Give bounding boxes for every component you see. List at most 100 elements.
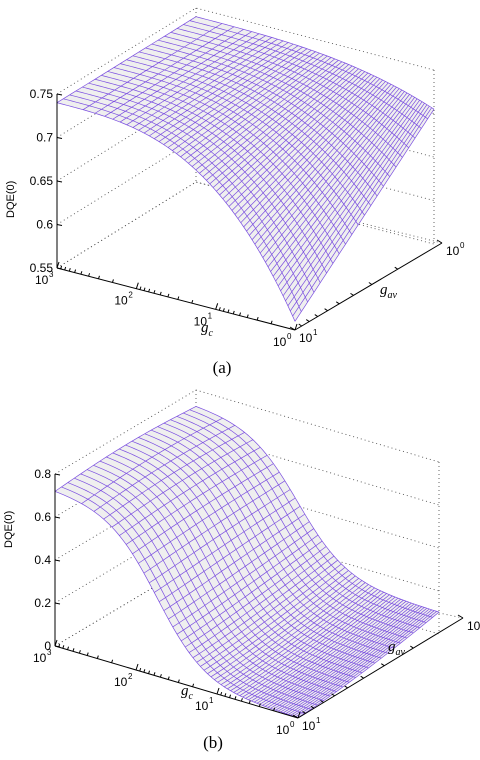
x-minor-tick bbox=[246, 314, 249, 318]
panel-a-z-ticks: 0.55 0.6 0.65 0.7 0.75 bbox=[30, 87, 63, 275]
surface-line bbox=[283, 607, 425, 714]
surface-line bbox=[176, 51, 316, 154]
y-minor-tick bbox=[331, 693, 335, 697]
surface-line bbox=[157, 426, 401, 644]
panel-b-z-axis-label: DQE(0) bbox=[3, 511, 15, 548]
y-axis-line bbox=[297, 617, 464, 719]
surface-line bbox=[180, 52, 320, 158]
surface-line bbox=[272, 603, 415, 710]
x-minor-tick bbox=[167, 676, 170, 680]
x-minor-tick bbox=[72, 648, 75, 652]
surface-line bbox=[280, 100, 420, 292]
y-minor-tick bbox=[350, 292, 354, 296]
x-minor-tick bbox=[98, 275, 100, 279]
x-minor-tick bbox=[224, 693, 227, 697]
z-tick-4 bbox=[54, 473, 61, 476]
x-tick-exp-1: 2 bbox=[128, 291, 133, 300]
x-tick-3 bbox=[297, 711, 301, 719]
surface-line bbox=[149, 42, 289, 137]
surface-line bbox=[176, 416, 420, 629]
surface-fill bbox=[57, 16, 434, 322]
surface-line bbox=[106, 456, 350, 683]
surface-line bbox=[272, 95, 413, 277]
surface-line bbox=[288, 608, 430, 715]
surface-line bbox=[242, 591, 384, 698]
surface-line bbox=[126, 35, 266, 126]
surface-line bbox=[189, 20, 428, 120]
x-tick-2 bbox=[215, 303, 219, 310]
surface-line bbox=[93, 464, 337, 692]
surface-line bbox=[158, 505, 301, 603]
x-minor-tick bbox=[240, 698, 243, 702]
x-tick-label-2: 10 bbox=[195, 699, 209, 713]
x-tick-exp-2: 1 bbox=[208, 311, 213, 320]
y-tick-0 bbox=[292, 714, 299, 719]
surface-line bbox=[191, 57, 332, 167]
x-tick-1 bbox=[135, 663, 139, 671]
surface-line bbox=[264, 600, 407, 707]
y-tick-1 bbox=[436, 239, 443, 244]
grid-floor-left bbox=[56, 181, 197, 269]
surface-line bbox=[192, 555, 335, 658]
y-tick-1 bbox=[457, 614, 464, 619]
y-tick-exp-0: 1 bbox=[316, 716, 321, 725]
x-tick-exp-0: 3 bbox=[49, 270, 54, 279]
surface-line bbox=[282, 101, 423, 297]
x-minor-tick bbox=[234, 696, 237, 700]
surface-line bbox=[54, 491, 299, 718]
surface-line bbox=[188, 55, 328, 164]
surface-line bbox=[295, 611, 437, 718]
surface-line bbox=[257, 86, 397, 249]
surface-line bbox=[267, 601, 410, 708]
y-tick-label-0: 10 bbox=[299, 331, 313, 345]
surface-line bbox=[63, 98, 302, 312]
z-tick-4 bbox=[56, 93, 63, 96]
surface-line bbox=[172, 49, 312, 151]
x-minor-tick bbox=[258, 703, 261, 707]
x-minor-tick bbox=[80, 271, 83, 275]
z-tick-label-2: 0.4 bbox=[34, 553, 51, 567]
x-minor-tick bbox=[159, 674, 162, 678]
x-tick-1 bbox=[135, 282, 139, 289]
surface-line bbox=[270, 94, 410, 272]
z-tick-label-1: 0.6 bbox=[36, 218, 53, 232]
surface-line bbox=[163, 513, 306, 611]
x-minor-tick bbox=[64, 266, 67, 271]
surface-line bbox=[280, 606, 423, 713]
surface-line bbox=[206, 62, 346, 181]
surface-line bbox=[119, 446, 261, 536]
surface-fill bbox=[55, 406, 439, 718]
y-minor-tick bbox=[410, 645, 414, 649]
panel-a-label: (a) bbox=[213, 358, 232, 377]
surface-line bbox=[151, 43, 391, 177]
x-minor-tick bbox=[153, 290, 156, 294]
surface-line bbox=[154, 43, 294, 140]
surface-line bbox=[297, 611, 440, 718]
surface-line bbox=[217, 578, 359, 683]
surface-line bbox=[246, 81, 386, 232]
surface-line bbox=[245, 593, 387, 699]
surface-line bbox=[132, 37, 273, 128]
surface-line bbox=[210, 573, 353, 678]
y-minor-tick bbox=[314, 314, 319, 317]
x-minor-tick bbox=[218, 307, 221, 311]
panel-b-z-ticks: 0 0.2 0.4 0.6 0.8 bbox=[34, 467, 61, 653]
surface-line bbox=[202, 61, 343, 178]
surface-line bbox=[125, 454, 268, 545]
x-minor-tick bbox=[111, 659, 114, 663]
surface-line bbox=[82, 86, 321, 283]
y-minor-tick bbox=[320, 700, 324, 703]
x-tick-label-1: 10 bbox=[114, 294, 128, 308]
y-minor-tick bbox=[360, 675, 364, 679]
z-tick-label-2: 0.65 bbox=[30, 174, 54, 188]
x-minor-tick bbox=[139, 286, 142, 290]
x-tick-exp-3: 0 bbox=[287, 332, 292, 341]
y-minor-tick bbox=[394, 266, 399, 270]
surface-line bbox=[259, 598, 401, 705]
surface-line bbox=[240, 78, 381, 223]
surface-line bbox=[164, 35, 403, 158]
surface-line bbox=[158, 45, 299, 142]
x-minor-tick bbox=[62, 645, 65, 649]
